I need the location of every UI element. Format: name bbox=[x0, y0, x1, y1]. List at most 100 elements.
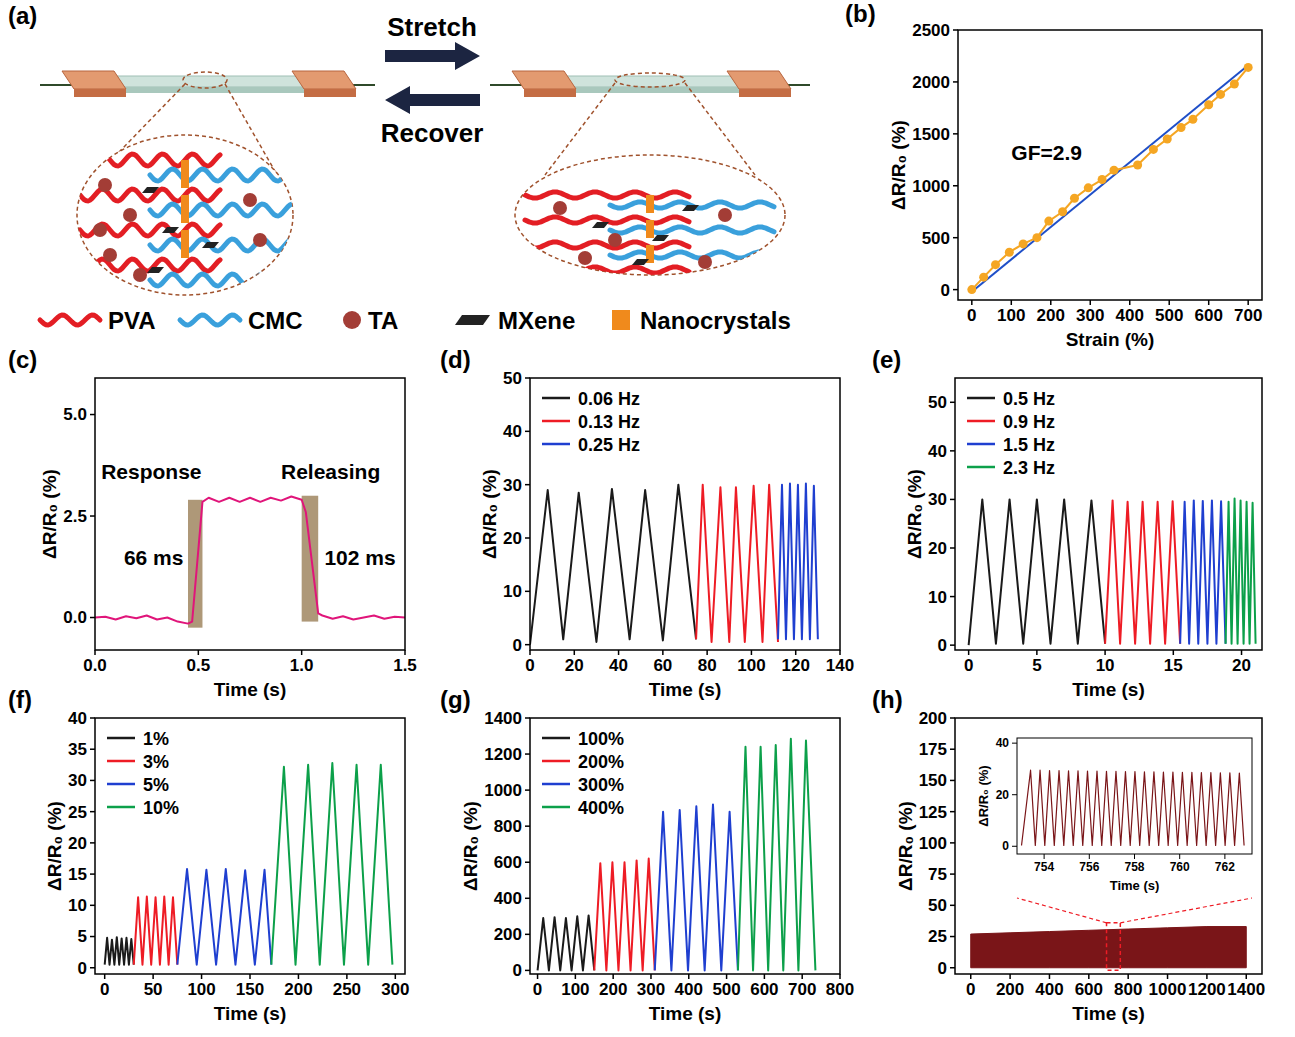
y-tick bbox=[950, 547, 955, 549]
legend-swatch bbox=[40, 315, 100, 325]
y-tick bbox=[1012, 743, 1017, 744]
line bbox=[134, 897, 178, 965]
x-tick-label: 10 bbox=[1096, 656, 1115, 675]
y-tick-label: 40 bbox=[503, 422, 522, 441]
point bbox=[1058, 207, 1067, 216]
ticks: 0100200300400500600700800020040060080010… bbox=[484, 709, 854, 1000]
ta-particle bbox=[718, 208, 732, 222]
y-tick-label: 0 bbox=[938, 959, 947, 978]
x-tick-label: 40 bbox=[609, 656, 628, 675]
x-tick bbox=[1089, 854, 1090, 859]
x-tick-label: 500 bbox=[712, 980, 740, 999]
panel-letter: (e) bbox=[872, 346, 901, 373]
y-tick-label: 20 bbox=[503, 529, 522, 548]
x-tick-label: 600 bbox=[1075, 980, 1103, 999]
x-tick bbox=[662, 650, 664, 655]
nanocrystal bbox=[181, 230, 189, 258]
line bbox=[738, 739, 816, 971]
x-tick bbox=[1247, 300, 1249, 305]
ta-particle bbox=[608, 233, 622, 247]
ta-particle bbox=[553, 201, 567, 215]
x-tick bbox=[198, 650, 200, 655]
x-tick bbox=[1224, 854, 1225, 859]
y-tick bbox=[90, 936, 95, 938]
x-tick-label: 700 bbox=[1234, 306, 1262, 325]
x-tick-label: 0.5 bbox=[187, 656, 211, 675]
mxene-flake bbox=[592, 222, 609, 228]
y-tick bbox=[953, 81, 958, 83]
plot-background bbox=[958, 30, 1262, 300]
panel: 0200400600800100012001400025507510012515… bbox=[872, 686, 1265, 1024]
legend-swatch bbox=[107, 737, 135, 740]
x-tick-label: 0 bbox=[100, 980, 109, 999]
panel: 02040608010012014001020304050Time (s)ΔR/… bbox=[440, 346, 854, 700]
y-tick bbox=[950, 873, 955, 875]
pva-chain bbox=[525, 242, 689, 248]
annotation: Releasing bbox=[281, 460, 380, 483]
zoom-connector bbox=[1120, 898, 1252, 923]
x-axis-title: Time (s) bbox=[1110, 878, 1160, 893]
panel-letter: (d) bbox=[440, 346, 471, 373]
x-tick-label: 100 bbox=[561, 980, 589, 999]
highlight bbox=[302, 496, 319, 622]
x-tick-label: 100 bbox=[187, 980, 215, 999]
y-tick bbox=[525, 591, 530, 593]
y-tick bbox=[950, 499, 955, 501]
x-tick bbox=[1009, 974, 1011, 979]
y-tick-label: 0 bbox=[78, 959, 87, 978]
x-tick bbox=[249, 974, 251, 979]
x-tick-label: 400 bbox=[1035, 980, 1063, 999]
y-tick bbox=[525, 970, 530, 972]
x-tick bbox=[968, 650, 970, 655]
line bbox=[271, 763, 392, 965]
x-tick-label: 140 bbox=[826, 656, 854, 675]
y-tick bbox=[525, 934, 530, 936]
ticks: 75475675876076202040 bbox=[996, 736, 1236, 874]
point bbox=[1098, 175, 1107, 184]
point bbox=[1216, 90, 1225, 99]
plot-background bbox=[530, 718, 840, 974]
x-tick-label: 0 bbox=[967, 306, 976, 325]
x-tick bbox=[1049, 974, 1051, 979]
point bbox=[1204, 100, 1213, 109]
panel-letter: (b) bbox=[845, 0, 876, 27]
line bbox=[1022, 770, 1245, 845]
legend-swatch bbox=[542, 806, 570, 809]
plot-area bbox=[967, 63, 1252, 294]
cmc-chain bbox=[610, 227, 774, 233]
legend-label: TA bbox=[368, 307, 398, 334]
x-tick bbox=[612, 974, 614, 979]
x-tick-label: 100 bbox=[737, 656, 765, 675]
y-tick bbox=[950, 717, 955, 719]
legend-label: 0.9 Hz bbox=[1003, 412, 1055, 432]
point bbox=[1163, 135, 1172, 144]
x-tick bbox=[201, 974, 203, 979]
panel-letter: (g) bbox=[440, 686, 471, 713]
y-tick-label: 20 bbox=[68, 834, 87, 853]
y-tick bbox=[90, 842, 95, 844]
y-tick bbox=[950, 936, 955, 938]
y-axis-title: ΔR/R₀ (%) bbox=[44, 801, 65, 891]
y-tick bbox=[525, 789, 530, 791]
legend-label: 1% bbox=[143, 729, 169, 749]
x-tick bbox=[1246, 974, 1248, 979]
point bbox=[1244, 63, 1253, 72]
arrow bbox=[385, 86, 480, 114]
x-tick-label: 600 bbox=[750, 980, 778, 999]
frame bbox=[958, 30, 1262, 300]
electrode bbox=[524, 89, 576, 97]
y-tick-label: 125 bbox=[919, 803, 947, 822]
panel: 0510152001020304050Time (s)ΔR/R₀ (%)(e)0… bbox=[872, 346, 1262, 700]
legend-label: Nanocrystals bbox=[640, 307, 791, 334]
y-tick bbox=[90, 515, 95, 517]
legend-label: 400% bbox=[578, 798, 624, 818]
annotation: 66 ms bbox=[124, 546, 184, 569]
ticks: 02040608010012014001020304050 bbox=[503, 369, 854, 676]
y-tick-label: 100 bbox=[919, 834, 947, 853]
x-tick bbox=[1050, 300, 1052, 305]
line bbox=[1105, 500, 1180, 643]
point bbox=[1230, 80, 1239, 89]
line bbox=[538, 915, 595, 970]
point bbox=[979, 273, 988, 282]
point bbox=[1019, 239, 1028, 248]
